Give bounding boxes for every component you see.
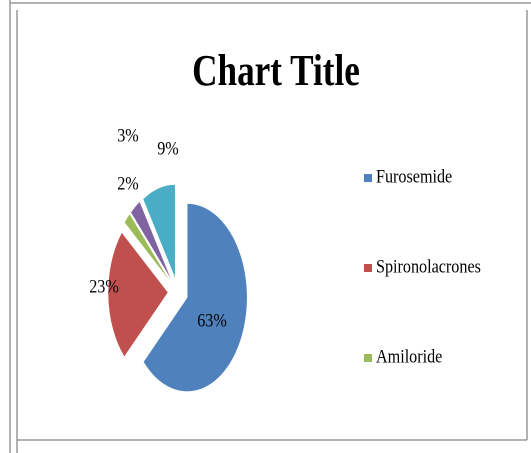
data-label: 9% <box>157 137 179 159</box>
pie-slice <box>142 184 176 279</box>
data-label: 3% <box>117 124 139 146</box>
pie-slice <box>130 201 173 282</box>
legend-swatch <box>364 174 372 182</box>
data-label: 2% <box>117 172 139 194</box>
legend-label: Spironolacrones <box>376 255 481 277</box>
data-label: 23% <box>89 275 119 297</box>
legend-label: Amiloride <box>376 345 443 367</box>
legend-label: Furosemide <box>376 165 452 187</box>
pie-slice <box>107 232 169 358</box>
chart-title: Chart Title <box>192 45 360 95</box>
pie-slice <box>143 203 248 392</box>
legend-swatch <box>364 354 372 362</box>
legend-swatch <box>364 264 372 272</box>
data-label: 63% <box>197 309 227 331</box>
pie-slice <box>124 213 171 283</box>
